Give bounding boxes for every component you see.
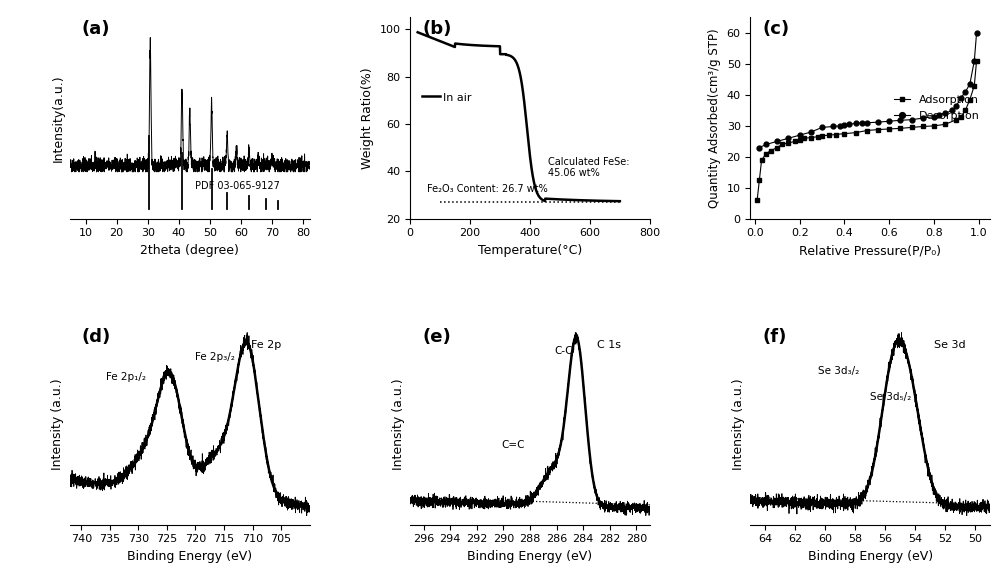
X-axis label: 2theta (degree): 2theta (degree) — [140, 244, 239, 257]
Desorption — [850, 120, 862, 127]
Adsorption — [917, 123, 929, 130]
Line: Adsorption: Adsorption — [755, 59, 979, 202]
Y-axis label: Intensity (a.u.): Intensity (a.u.) — [392, 378, 405, 470]
Desorption — [939, 110, 951, 117]
Adsorption — [789, 138, 801, 145]
Desorption — [946, 107, 958, 114]
Text: (d): (d) — [82, 328, 111, 346]
Y-axis label: Quantity Adsorbed(cm³/g STP): Quantity Adsorbed(cm³/g STP) — [708, 29, 721, 208]
Desorption — [959, 88, 971, 95]
Text: Fe 2p₃/₂: Fe 2p₃/₂ — [195, 352, 234, 361]
Desorption — [782, 135, 794, 142]
Legend: Adsorption, Desorption: Adsorption, Desorption — [889, 91, 984, 125]
Desorption — [955, 94, 967, 101]
Desorption — [794, 132, 806, 139]
Adsorption — [950, 116, 962, 123]
X-axis label: Binding Energy (eV): Binding Energy (eV) — [127, 550, 252, 563]
Desorption — [816, 124, 828, 131]
Desorption — [968, 57, 980, 64]
Text: In air: In air — [443, 93, 472, 103]
Adsorption — [798, 135, 810, 142]
Desorption — [805, 129, 817, 136]
Adsorption — [782, 139, 794, 146]
Desorption — [834, 122, 846, 129]
Adsorption — [765, 147, 777, 154]
Text: (b): (b) — [422, 20, 452, 37]
Adsorption — [816, 132, 828, 139]
Desorption — [872, 119, 884, 126]
Text: (f): (f) — [762, 328, 787, 346]
Text: Fe 2p₁/₂: Fe 2p₁/₂ — [106, 372, 146, 382]
Text: PDF 03-065-9127: PDF 03-065-9127 — [195, 181, 279, 191]
Adsorption — [883, 125, 895, 132]
Adsorption — [850, 129, 862, 136]
Text: Se 3d: Se 3d — [934, 339, 966, 350]
Text: Fe 2p: Fe 2p — [251, 339, 281, 350]
Adsorption — [760, 150, 772, 157]
Desorption — [971, 30, 983, 37]
Adsorption — [872, 126, 884, 133]
Y-axis label: Intensity (a.u.): Intensity (a.u.) — [732, 378, 745, 470]
Desorption — [760, 141, 772, 148]
Text: (a): (a) — [82, 20, 110, 37]
Adsorption — [812, 133, 824, 140]
Y-axis label: Intensity (a.u.): Intensity (a.u.) — [51, 378, 64, 470]
Y-axis label: Intensity(a.u.): Intensity(a.u.) — [51, 74, 64, 162]
Adsorption — [894, 125, 906, 132]
Adsorption — [794, 136, 806, 143]
Adsorption — [771, 144, 783, 151]
Desorption — [827, 123, 839, 130]
Adsorption — [823, 132, 835, 139]
Adsorption — [830, 131, 842, 138]
Desorption — [906, 116, 918, 123]
Adsorption — [959, 107, 971, 114]
X-axis label: Binding Energy (eV): Binding Energy (eV) — [808, 550, 933, 563]
Adsorption — [861, 127, 873, 134]
Adsorption — [906, 124, 918, 131]
Adsorption — [756, 156, 768, 163]
Adsorption — [928, 122, 940, 129]
Text: (e): (e) — [422, 328, 451, 346]
X-axis label: Relative Pressure(P/P₀): Relative Pressure(P/P₀) — [799, 244, 941, 257]
Desorption — [838, 122, 850, 129]
Adsorption — [964, 96, 976, 103]
Desorption — [950, 102, 962, 109]
Desorption — [856, 120, 868, 127]
Desorption — [753, 144, 765, 151]
Text: C 1s: C 1s — [597, 339, 621, 350]
Desorption — [861, 120, 873, 127]
Adsorption — [838, 130, 850, 137]
Text: C-C: C-C — [554, 346, 572, 356]
Text: Fe₂O₃ Content: 26.7 wt%: Fe₂O₃ Content: 26.7 wt% — [427, 184, 547, 194]
Desorption — [933, 111, 945, 118]
Adsorption — [939, 121, 951, 128]
Desorption — [771, 138, 783, 145]
Desorption — [843, 121, 855, 128]
Desorption — [917, 115, 929, 122]
Text: Se 3d₃/₂: Se 3d₃/₂ — [818, 366, 859, 376]
Desorption — [964, 80, 976, 87]
Adsorption — [776, 141, 788, 148]
Y-axis label: Weight Ratio(%): Weight Ratio(%) — [361, 67, 374, 169]
X-axis label: Binding Energy (eV): Binding Energy (eV) — [467, 550, 593, 563]
Adsorption — [805, 134, 817, 141]
Adsorption — [968, 82, 980, 89]
Line: Desorption: Desorption — [757, 30, 979, 150]
Adsorption — [971, 57, 983, 64]
Desorption — [894, 117, 906, 124]
Desorption — [883, 118, 895, 125]
X-axis label: Temperature(°C): Temperature(°C) — [478, 244, 582, 257]
Text: Se 3d₅/₂: Se 3d₅/₂ — [870, 392, 911, 402]
Text: Calculated FeSe:
45.06 wt%: Calculated FeSe: 45.06 wt% — [548, 157, 629, 178]
Adsorption — [751, 196, 763, 203]
Adsorption — [753, 177, 765, 184]
Desorption — [928, 113, 940, 120]
Text: (c): (c) — [762, 20, 790, 37]
Text: C=C: C=C — [501, 440, 525, 450]
Adsorption — [955, 113, 967, 120]
